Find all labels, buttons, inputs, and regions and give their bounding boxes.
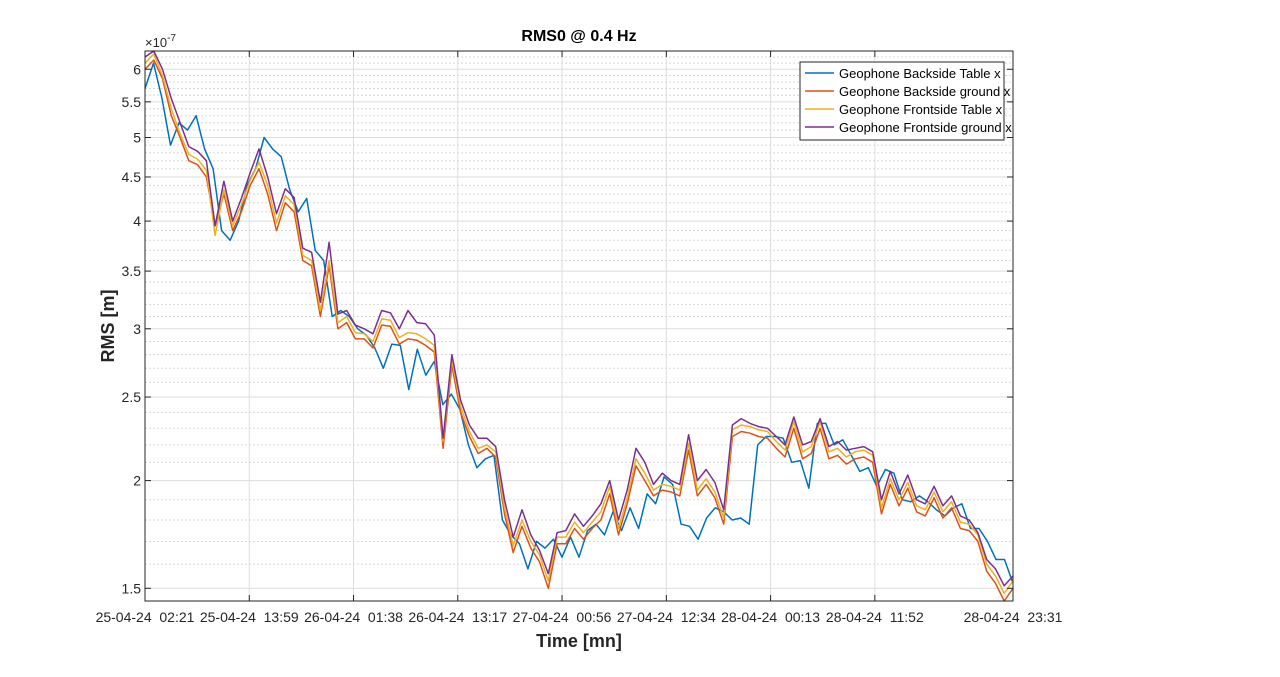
minor-grid bbox=[145, 50, 1013, 565]
y-axis: 1.5 2 2.5 3 3.5 4 4.5 5 5.5 6 bbox=[122, 61, 1013, 596]
plot-area bbox=[145, 51, 1013, 601]
series-line bbox=[144, 53, 1014, 595]
plot-frame bbox=[144, 50, 1014, 602]
y-tick-label: 5 bbox=[133, 130, 141, 146]
y-tick-label: 4 bbox=[133, 213, 141, 229]
y-tick-label: 2 bbox=[133, 473, 141, 489]
y-tick-label: 5.5 bbox=[122, 94, 142, 110]
x-tick-label: 27-04-24 12:34 bbox=[617, 609, 716, 625]
x-tick-label: 28-04-24 11:52 bbox=[826, 609, 924, 625]
y-tick-label: 4.5 bbox=[122, 169, 142, 185]
y-tick-label: 6 bbox=[133, 61, 141, 77]
legend-entry: Geophone Frontside ground x bbox=[839, 120, 1012, 135]
legend-entry: Geophone Frontside Table x bbox=[839, 102, 1003, 117]
series-line bbox=[144, 59, 1014, 602]
series-lines bbox=[144, 50, 1014, 602]
y-axis-exponent: -7 bbox=[167, 33, 176, 44]
y-axis-multiplier: ×10-7 bbox=[145, 33, 176, 50]
x-tick-label: 25-04-24 13:59 bbox=[200, 609, 299, 625]
x-tick-label: 25-04-24 02:21 bbox=[96, 609, 195, 625]
x-tick-label: 28-04-24 23:31 bbox=[964, 609, 1063, 625]
legend-entry: Geophone Backside Table x bbox=[839, 66, 1001, 81]
y-tick-label: 3 bbox=[133, 321, 141, 337]
legend-entry: Geophone Backside ground x bbox=[839, 84, 1011, 99]
x-tick-label: 26-04-24 01:38 bbox=[304, 609, 403, 625]
x-axis-label: Time [mn] bbox=[536, 631, 622, 651]
x-tick-label: 26-04-24 13:17 bbox=[408, 609, 507, 625]
chart-title: RMS0 @ 0.4 Hz bbox=[521, 28, 636, 45]
x-axis: 25-04-24 02:21 25-04-24 13:59 26-04-24 01:… bbox=[96, 51, 1063, 625]
y-tick-label: 2.5 bbox=[122, 389, 142, 405]
x-tick-label: 28-04-24 00:13 bbox=[721, 609, 820, 625]
series-line bbox=[144, 62, 1014, 584]
y-tick-label: 1.5 bbox=[122, 580, 142, 596]
y-tick-label: 3.5 bbox=[122, 263, 142, 279]
legend: Geophone Backside Table x Geophone Backsi… bbox=[799, 61, 1012, 141]
y-axis-label: RMS [m] bbox=[98, 290, 118, 363]
x-tick-label: 27-04-24 00:56 bbox=[513, 609, 612, 625]
series-line bbox=[144, 50, 1014, 587]
